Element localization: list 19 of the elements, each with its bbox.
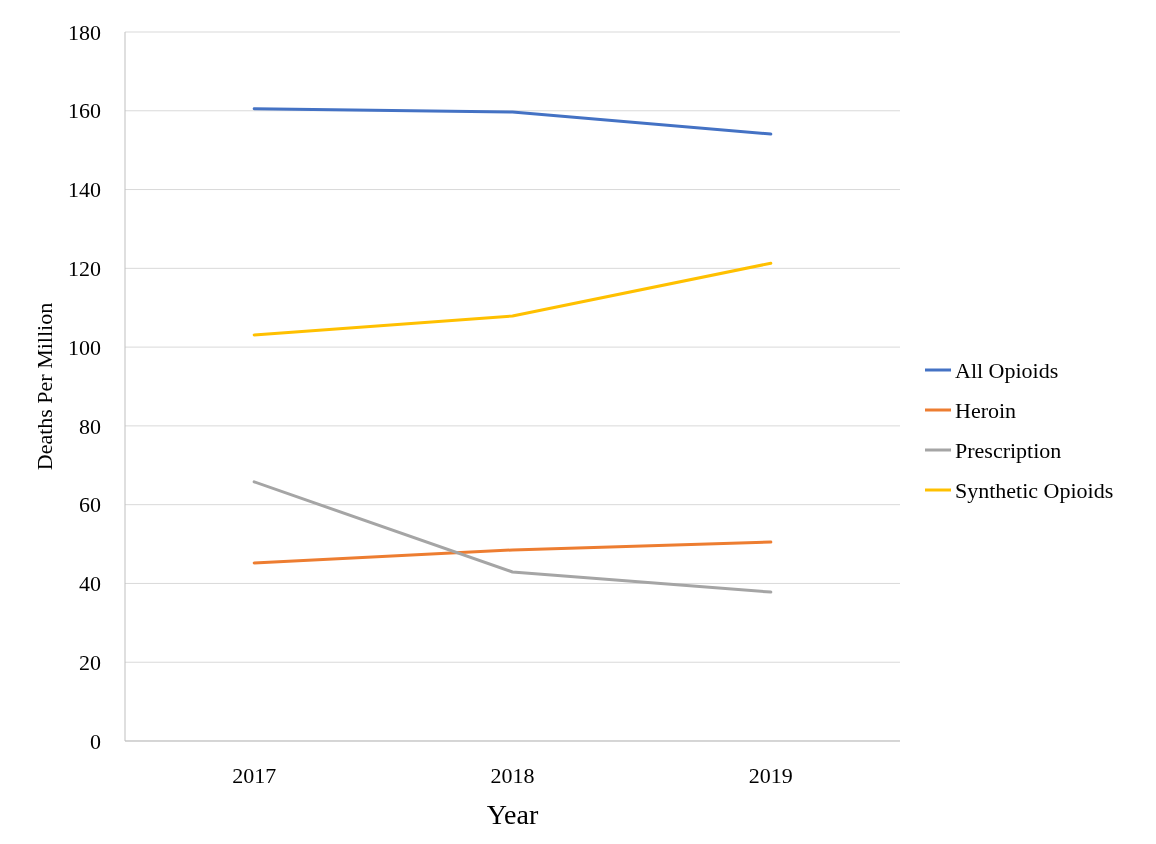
legend-label: Synthetic Opioids (955, 477, 1114, 503)
legend-label: Prescription (955, 437, 1062, 463)
y-tick-label: 60 (79, 492, 101, 518)
y-tick-label: 20 (79, 649, 101, 675)
y-tick-label: 160 (68, 98, 101, 124)
x-tick-label: 2019 (748, 763, 793, 788)
legend-label: Heroin (955, 397, 1017, 423)
y-tick-label: 40 (79, 571, 101, 597)
y-tick-label: 120 (68, 256, 101, 282)
x-tick-label: 2017 (232, 763, 277, 788)
x-axis-title: Year (486, 799, 539, 830)
y-tick-label: 80 (79, 413, 101, 439)
y-tick-label: 100 (68, 334, 101, 360)
y-tick-label: 0 (90, 728, 101, 754)
y-tick-label: 180 (68, 19, 101, 45)
y-tick-label: 140 (68, 177, 101, 203)
x-tick-label: 2018 (490, 763, 535, 788)
legend-label: All Opioids (955, 357, 1059, 383)
y-axis-title: Deaths Per Million (32, 302, 57, 471)
